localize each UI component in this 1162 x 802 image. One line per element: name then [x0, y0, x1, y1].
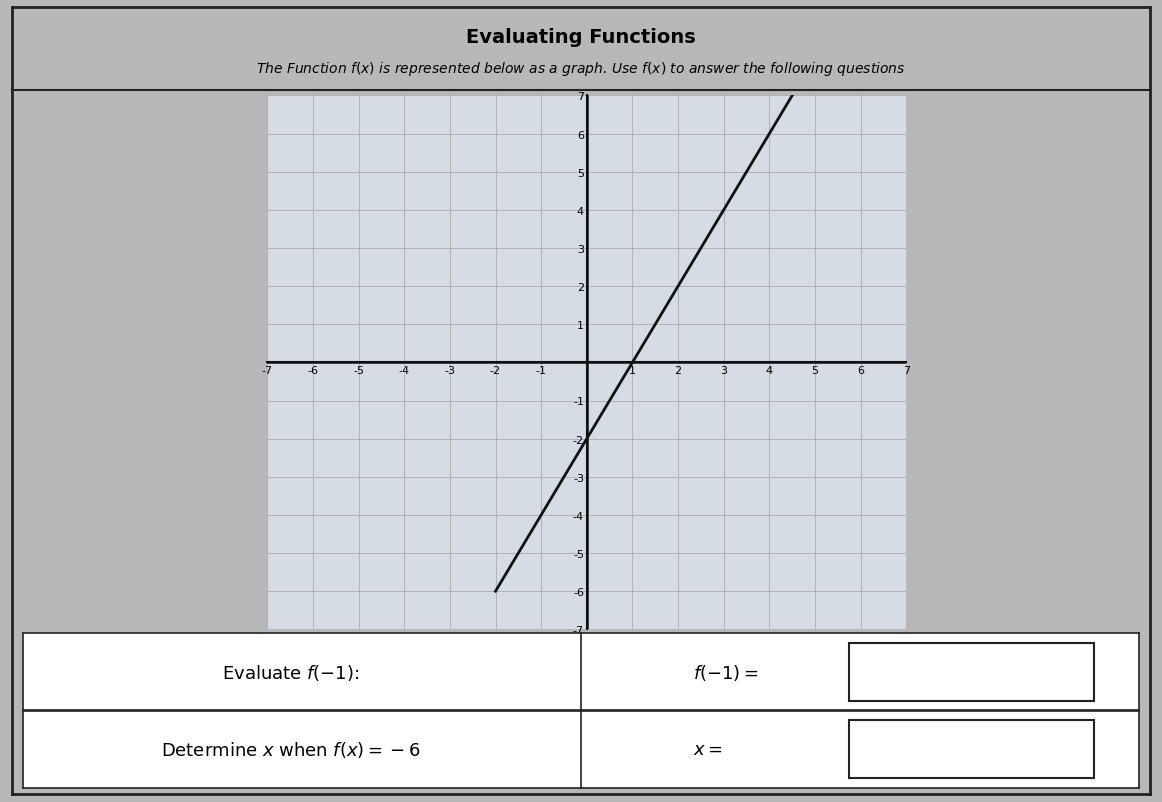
FancyBboxPatch shape	[848, 642, 1095, 701]
Text: $f(-1) = $: $f(-1) = $	[693, 662, 758, 682]
Text: Determine $x$ when $f(x) = -6$: Determine $x$ when $f(x) = -6$	[162, 739, 421, 759]
Text: Evaluating Functions: Evaluating Functions	[466, 27, 696, 47]
Text: Evaluate $f(-1)$:: Evaluate $f(-1)$:	[222, 662, 359, 682]
Text: $x = $: $x = $	[693, 740, 723, 759]
Text: The Function $f(x)$ is represented below as a graph. Use $f(x)$ to answer the fo: The Function $f(x)$ is represented below…	[256, 60, 906, 79]
FancyBboxPatch shape	[848, 720, 1095, 779]
